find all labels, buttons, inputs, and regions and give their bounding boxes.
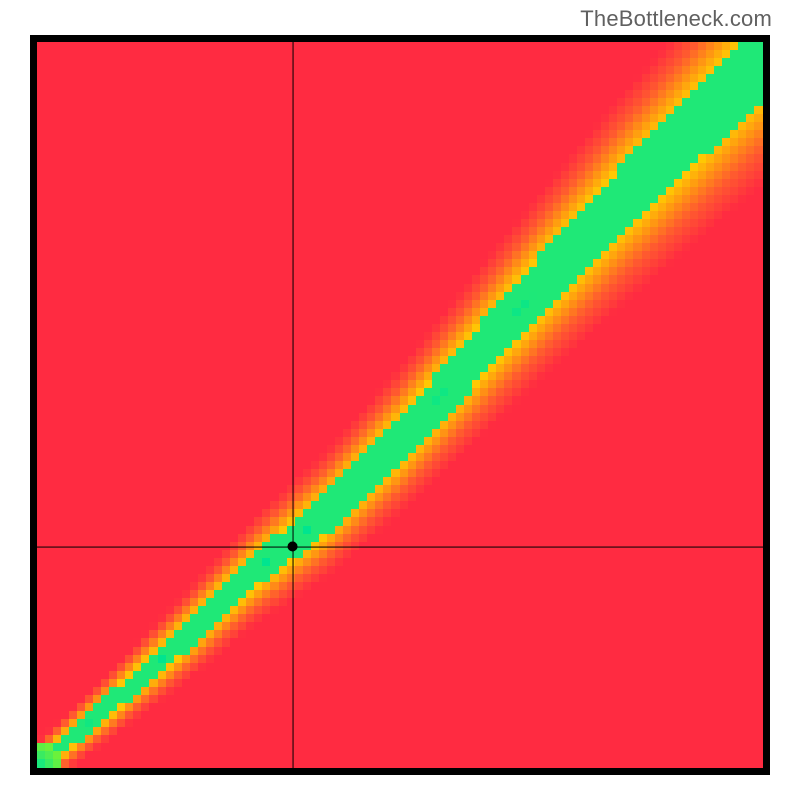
chart-container: TheBottleneck.com: [0, 0, 800, 800]
watermark-text: TheBottleneck.com: [580, 6, 772, 32]
bottleneck-heatmap: [37, 42, 763, 768]
